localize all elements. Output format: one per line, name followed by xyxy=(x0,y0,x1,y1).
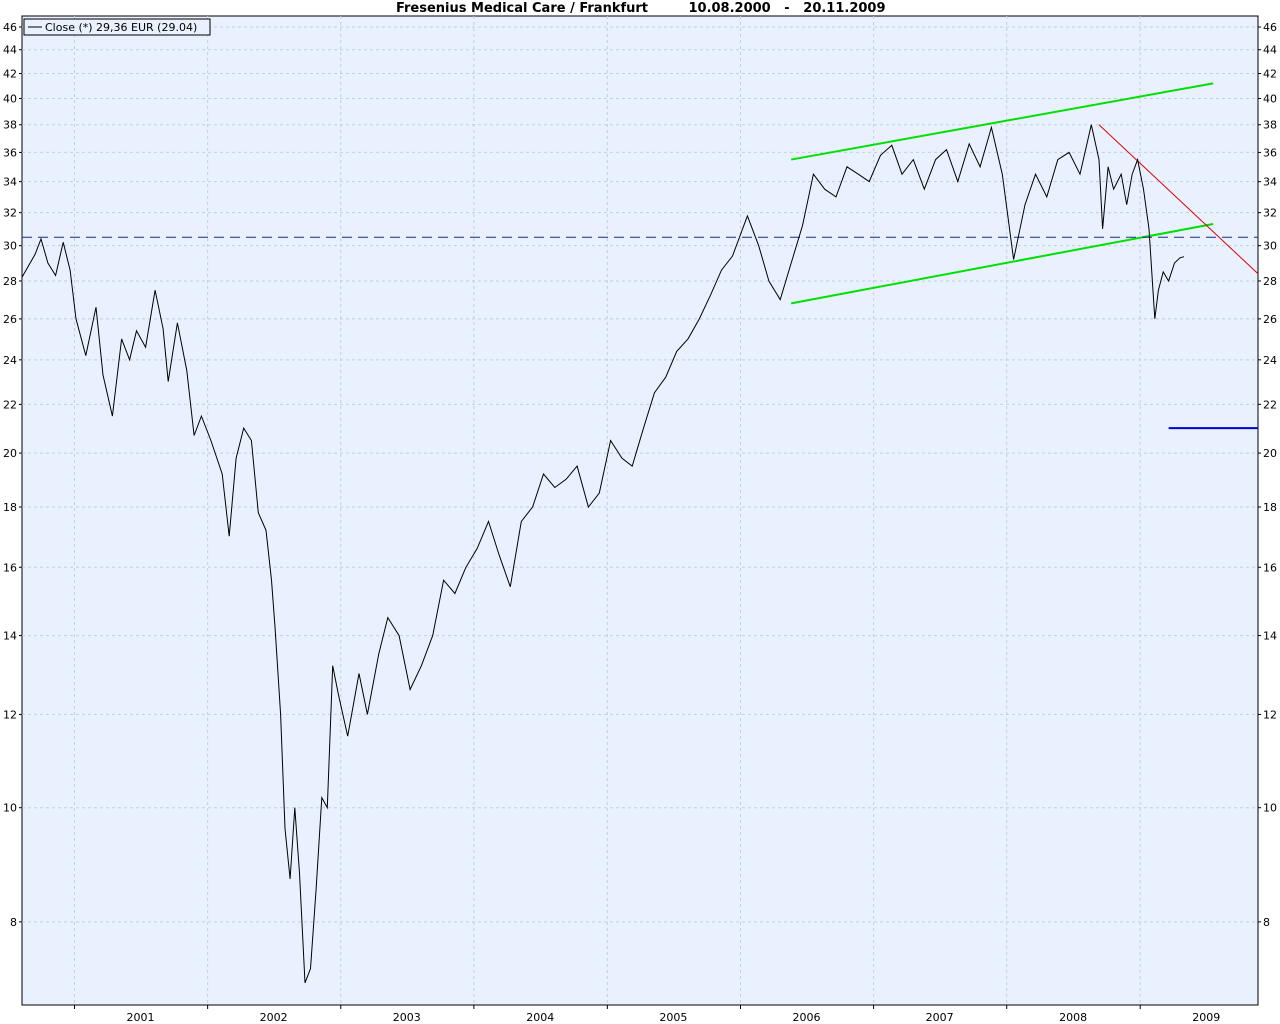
y-tick-label: 10 xyxy=(3,802,17,815)
x-tick-label: 2005 xyxy=(659,1011,687,1024)
y-tick-label: 18 xyxy=(3,501,17,514)
y-tick-label: 24 xyxy=(1263,354,1277,367)
x-tick-label: 2003 xyxy=(393,1011,421,1024)
y-tick-label: 42 xyxy=(3,68,17,81)
trendline xyxy=(1098,124,1259,275)
y-axis-left: 8 10 12 14 16 18 20 22 24 26 28 30 32 34 36 38 40 42 44 46 xyxy=(3,21,22,929)
y-tick-label: 32 xyxy=(1263,207,1277,220)
y-tick-label: 26 xyxy=(3,313,17,326)
x-tick-label: 2009 xyxy=(1192,1011,1220,1024)
y-tick-label: 40 xyxy=(1263,93,1277,106)
y-tick-label: 20 xyxy=(1263,447,1277,460)
y-tick-label: 8 xyxy=(1263,916,1270,929)
y-tick-label: 16 xyxy=(1263,561,1277,574)
y-tick-label: 44 xyxy=(3,44,17,57)
y-tick-label: 34 xyxy=(1263,176,1277,189)
y-tick-label: 44 xyxy=(1263,44,1277,57)
x-tick-label: 2004 xyxy=(526,1011,554,1024)
y-tick-label: 24 xyxy=(3,354,17,367)
close-price-series xyxy=(21,124,1185,984)
y-tick-label: 14 xyxy=(3,630,17,643)
y-tick-label: 36 xyxy=(1263,146,1277,159)
y-tick-label: 14 xyxy=(1263,630,1277,643)
y-tick-label: 46 xyxy=(3,21,17,34)
chart-title: Fresenius Medical Care / Frankfurt xyxy=(396,1,648,16)
y-tick-label: 46 xyxy=(1263,21,1277,34)
y-tick-label: 32 xyxy=(3,207,17,220)
trendlines xyxy=(22,82,1259,430)
legend-entry: Close (*) 29,36 EUR (29.04) xyxy=(45,21,197,34)
y-tick-label: 18 xyxy=(1263,501,1277,514)
y-tick-label: 30 xyxy=(3,240,17,253)
x-axis: 2001 2002 2003 2004 2005 2006 2007 2008 2009 xyxy=(74,1005,1220,1024)
y-tick-label: 20 xyxy=(3,447,17,460)
y-tick-label: 36 xyxy=(3,146,17,159)
x-tick-label: 2007 xyxy=(926,1011,954,1024)
grid xyxy=(22,16,1258,1005)
y-tick-label: 34 xyxy=(3,176,17,189)
y-tick-label: 8 xyxy=(10,916,17,929)
y-tick-label: 10 xyxy=(1263,802,1277,815)
y-tick-label: 40 xyxy=(3,93,17,106)
y-tick-label: 38 xyxy=(3,119,17,132)
x-tick-label: 2006 xyxy=(792,1011,820,1024)
y-tick-label: 16 xyxy=(3,561,17,574)
y-tick-label: 38 xyxy=(1263,119,1277,132)
y-tick-label: 42 xyxy=(1263,68,1277,81)
x-tick-label: 2002 xyxy=(260,1011,288,1024)
legend: Close (*) 29,36 EUR (29.04) xyxy=(23,18,211,36)
y-tick-label: 22 xyxy=(3,398,17,411)
x-tick-label: 2001 xyxy=(127,1011,155,1024)
y-tick-label: 22 xyxy=(1263,398,1277,411)
y-tick-label: 30 xyxy=(1263,240,1277,253)
y-tick-label: 12 xyxy=(3,708,17,721)
trendline xyxy=(790,82,1214,161)
y-tick-label: 28 xyxy=(1263,275,1277,288)
y-axis-right: 8 10 12 14 16 18 20 22 24 26 28 30 32 34 36 38 40 42 44 46 xyxy=(1258,21,1277,929)
y-tick-label: 28 xyxy=(3,275,17,288)
y-tick-label: 12 xyxy=(1263,708,1277,721)
chart-date-range: 10.08.2000 - 20.11.2009 xyxy=(688,1,885,16)
x-tick-label: 2008 xyxy=(1059,1011,1087,1024)
y-tick-label: 26 xyxy=(1263,313,1277,326)
legend-box xyxy=(23,18,211,36)
